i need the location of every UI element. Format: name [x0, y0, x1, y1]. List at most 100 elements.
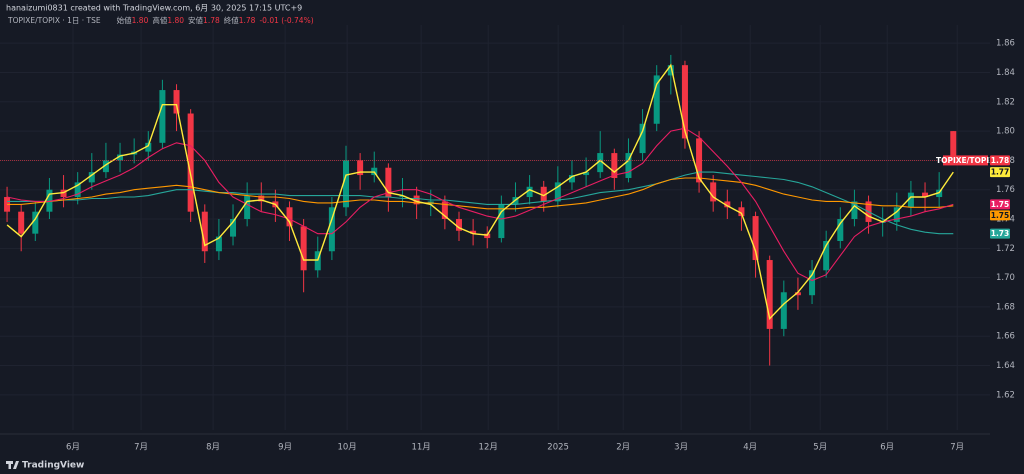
- y-tick-label: 1.80: [996, 127, 1015, 137]
- y-tick-label: 1.86: [996, 39, 1015, 49]
- candle-body: [526, 186, 533, 198]
- candle-body: [4, 197, 11, 212]
- candle-body: [145, 142, 152, 152]
- candle-body: [328, 207, 335, 252]
- ma-line: [7, 177, 954, 210]
- footer-logo: [6, 461, 19, 469]
- x-tick-label: 2月: [616, 443, 630, 453]
- legend-name: 安値: [188, 15, 203, 25]
- x-tick-label: 12月: [479, 443, 498, 453]
- candle-body: [936, 189, 943, 198]
- candle-body: [653, 75, 660, 124]
- x-tick-label: 11月: [411, 443, 430, 453]
- candle-body: [780, 292, 787, 329]
- candle-body: [611, 153, 618, 178]
- tag-box: [990, 228, 1010, 239]
- candle-body: [950, 131, 957, 161]
- ma-line: [7, 171, 954, 235]
- candle-body: [554, 182, 561, 202]
- x-tick-label: 7月: [134, 443, 148, 453]
- candle-body: [583, 172, 590, 176]
- tag-name: TOPIXE/TOPIX: [936, 156, 995, 165]
- y-tick-label: 1.64: [996, 361, 1015, 371]
- tag-box: [990, 155, 1010, 166]
- candle-body: [922, 192, 929, 198]
- legend-value: 1.80: [132, 16, 149, 25]
- candle-body: [441, 201, 448, 220]
- candle-body: [159, 90, 166, 143]
- x-tick-label: 9月: [278, 443, 292, 453]
- ma-line: [6, 63, 954, 321]
- candle-body: [823, 240, 830, 271]
- legend-name: 終値: [224, 15, 239, 25]
- candle-body: [187, 113, 194, 212]
- candle-body: [681, 65, 688, 139]
- candle-body: [470, 230, 477, 234]
- candle-body: [201, 211, 208, 252]
- x-tick-label: 4月: [743, 443, 757, 453]
- candle-body: [230, 219, 237, 237]
- header: hanaizumi0831 created with TradingView.c…: [6, 4, 302, 13]
- candle-body: [74, 182, 81, 198]
- candle-body: [371, 167, 378, 176]
- x-tick-label: 2025: [547, 443, 569, 453]
- candle-body: [60, 189, 67, 198]
- candle-body: [343, 160, 350, 208]
- x-tick-label: 10月: [337, 443, 356, 453]
- x-tick-label: 8月: [206, 443, 220, 453]
- candle-body: [540, 186, 547, 202]
- x-tick-label: 6月: [880, 443, 894, 453]
- candle-body: [710, 182, 717, 202]
- candle-body: [667, 65, 674, 76]
- candle-body: [258, 195, 265, 202]
- candle-body: [752, 216, 759, 261]
- legend-name: 高値: [152, 15, 167, 25]
- candle-body: [696, 138, 703, 183]
- candle-body: [215, 236, 222, 252]
- candle-body: [766, 260, 773, 329]
- candle-body: [738, 207, 745, 217]
- candle-body: [837, 219, 844, 241]
- candle-body: [102, 160, 109, 173]
- candle-body: [286, 207, 293, 227]
- tag-value: 1.77: [991, 168, 1010, 177]
- candle-body: [117, 154, 124, 161]
- candle-body: [809, 270, 816, 296]
- tag-value: 1.73: [991, 229, 1010, 238]
- y-tick-label: 1.70: [996, 273, 1015, 283]
- y-tick-label: 1.66: [996, 332, 1015, 342]
- candle-body: [173, 90, 180, 114]
- legend-value: 1.78: [203, 16, 220, 25]
- candle-body: [907, 192, 914, 208]
- x-tick-label: 6月: [66, 443, 80, 453]
- candle-body: [244, 195, 251, 220]
- tag-box: [990, 167, 1010, 178]
- candle-body: [300, 226, 307, 271]
- candle-body: [385, 167, 392, 198]
- y-tick-label: 1.68: [996, 302, 1015, 312]
- symbol: TOPIXE/TOPIX · 1日 · TSE: [7, 16, 101, 25]
- x-tick-label: 7月: [950, 443, 964, 453]
- candle-body: [314, 251, 321, 271]
- legend-change: -0.01 (-0.74%): [259, 16, 313, 25]
- candle-body: [484, 233, 491, 239]
- labels: 1.621.641.661.681.701.721.741.761.781.80…: [66, 39, 1015, 453]
- tag-box: [990, 210, 1010, 221]
- tag-value: 1.75: [991, 211, 1010, 220]
- candle-body: [18, 211, 25, 234]
- candle-body: [724, 201, 731, 208]
- candle-body: [893, 207, 900, 222]
- ma-line: [6, 127, 954, 282]
- candle-body: [851, 201, 858, 220]
- y-tick-label: 1.76: [996, 185, 1015, 195]
- x-tick-label: 3月: [674, 443, 688, 453]
- footer: TradingView: [22, 461, 84, 471]
- y-tick-label: 1.82: [996, 97, 1015, 107]
- candle-body: [625, 153, 632, 178]
- candle-body: [32, 211, 39, 234]
- candle-body: [639, 123, 646, 154]
- y-tick-label: 1.62: [996, 390, 1015, 400]
- candle-body: [46, 189, 53, 212]
- tag-box: [990, 199, 1010, 210]
